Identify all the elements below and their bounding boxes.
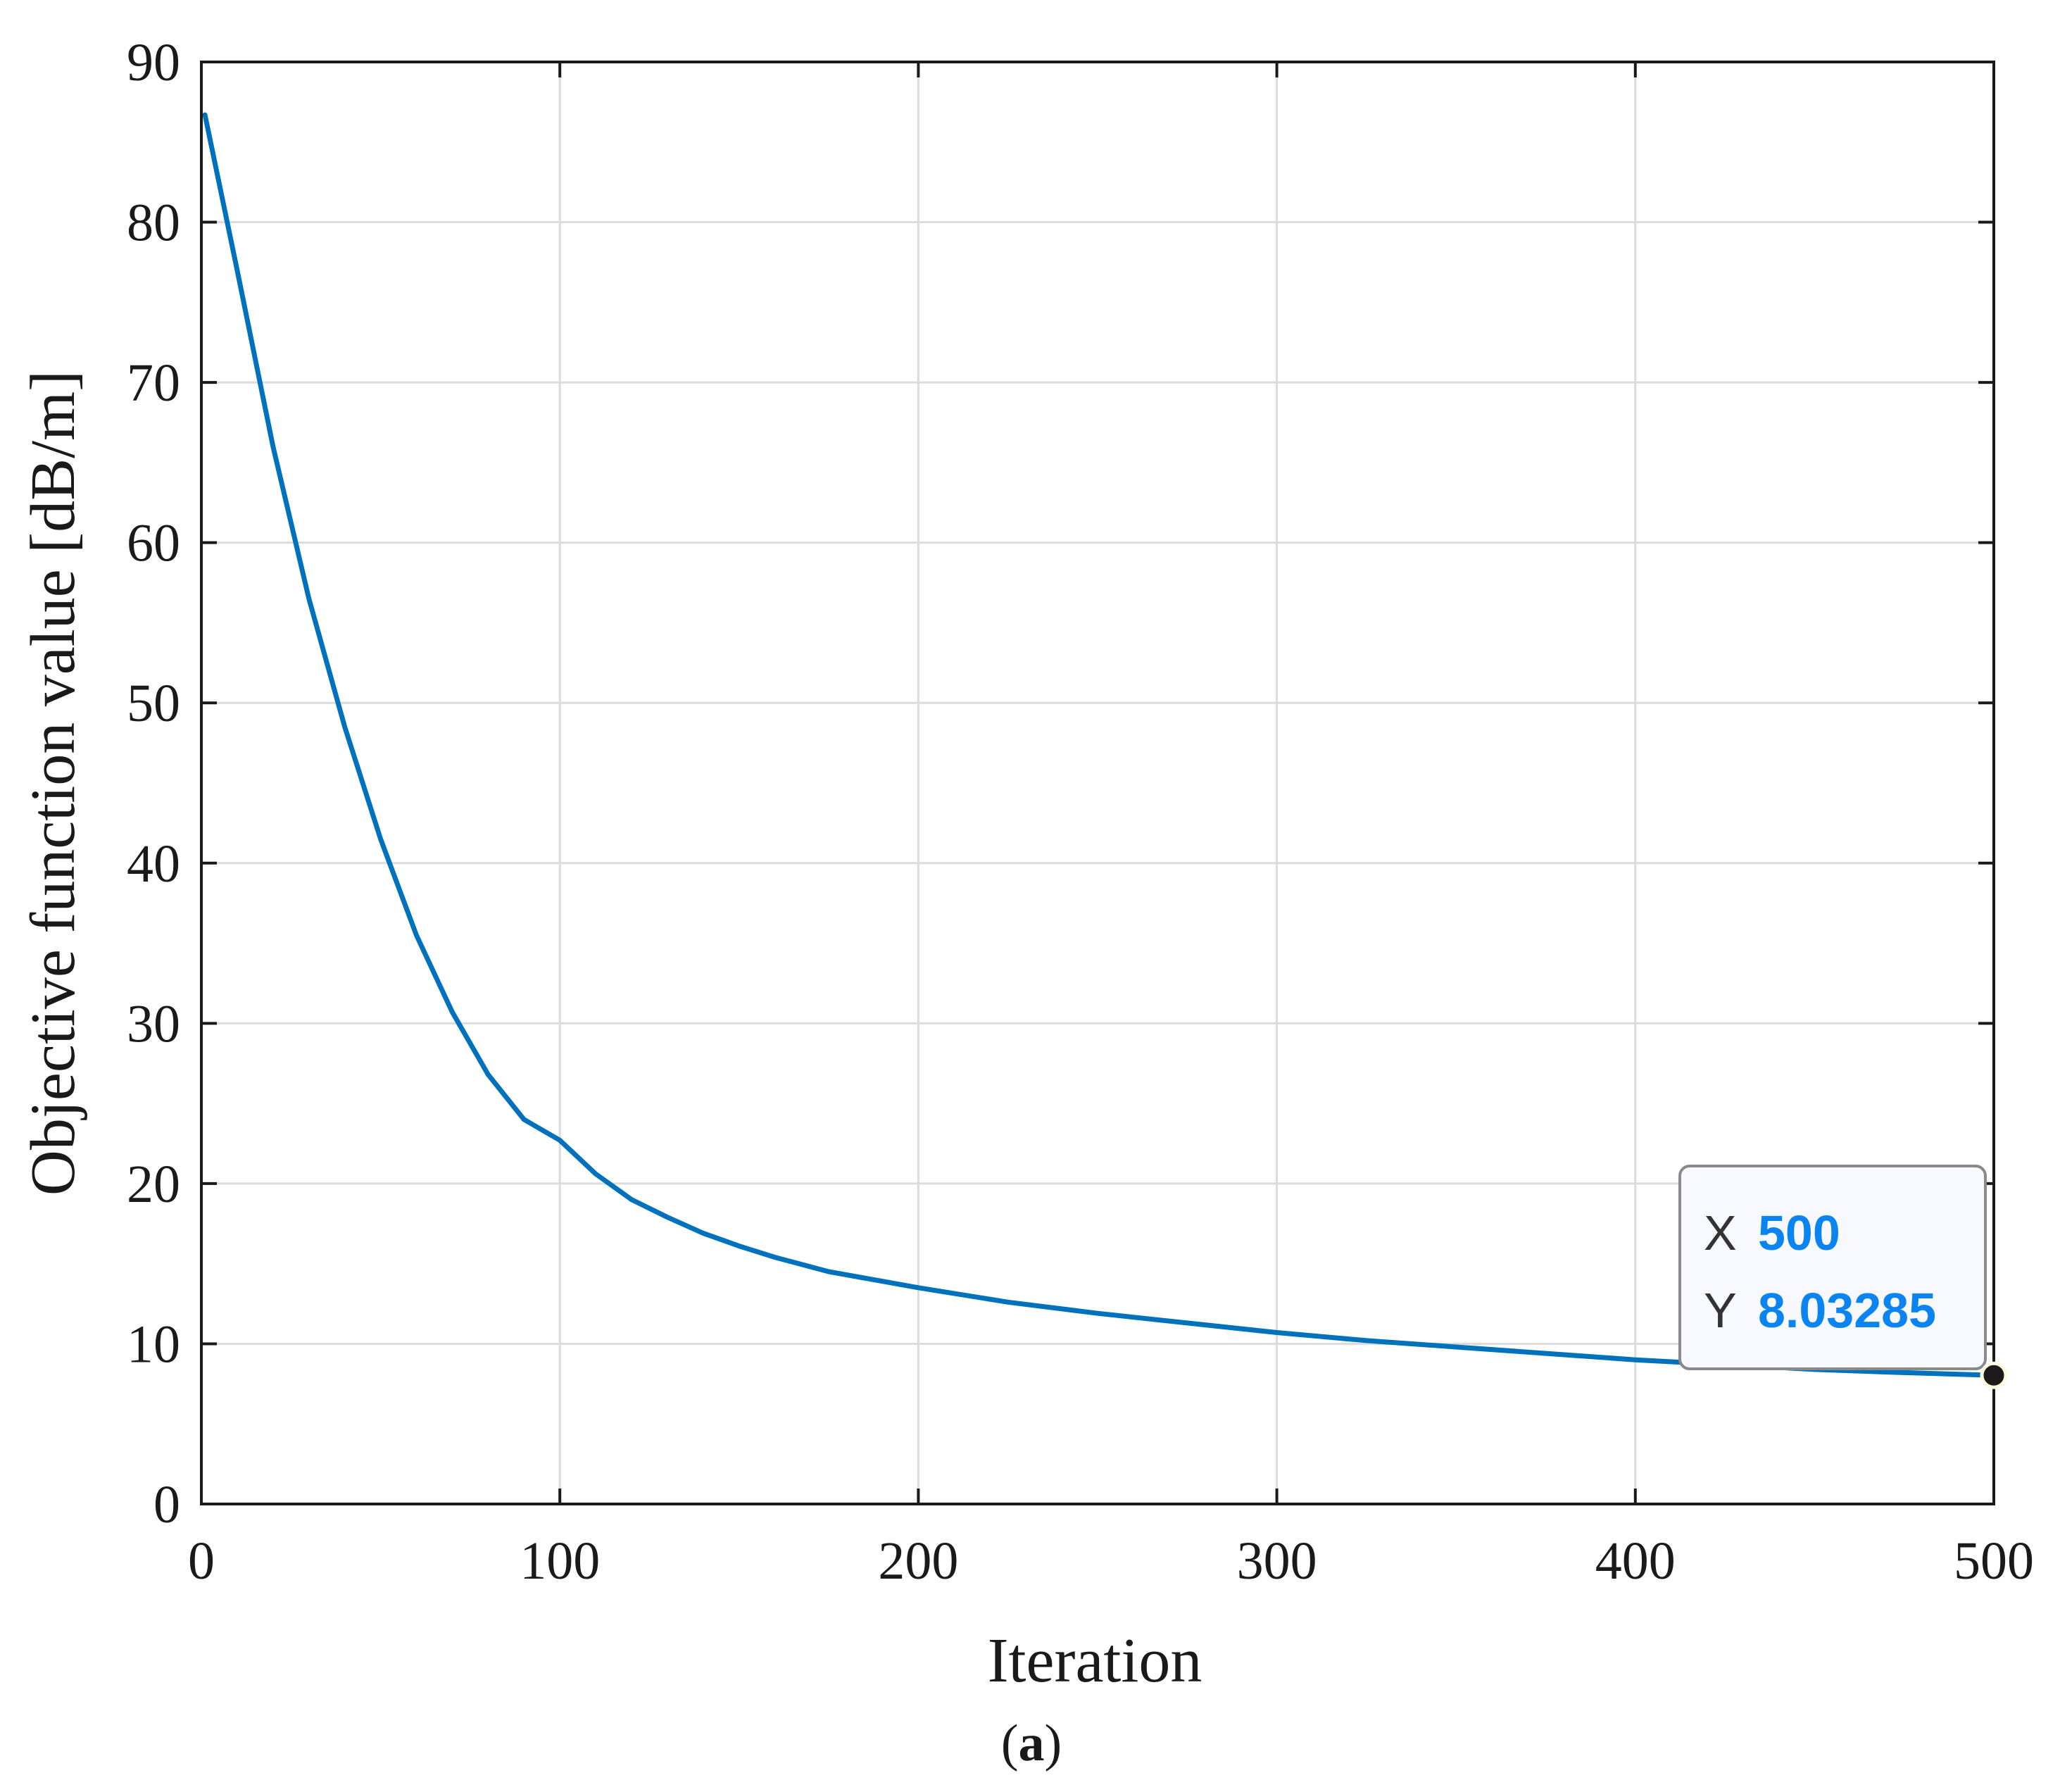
tick-labels: 0 100 200 300 400 500 0 10 20 30 40 50 60 70 80 90 — [127, 33, 2034, 1591]
y-tick-label: 10 — [127, 1315, 180, 1374]
datatip-box[interactable] — [1678, 1165, 1987, 1370]
datatip-y-value: 8.03285 — [1758, 1283, 1936, 1338]
y-tick-label: 20 — [127, 1155, 180, 1214]
y-tick-label: 70 — [127, 353, 180, 413]
datatip-marker[interactable] — [1980, 1361, 2008, 1389]
y-tick-label: 40 — [127, 834, 180, 894]
y-tick-label: 90 — [127, 33, 180, 92]
series-line — [202, 112, 1997, 1378]
y-axis-title: Objective function value [dB/m] — [18, 370, 88, 1196]
x-axis-title: Iteration — [988, 1626, 1202, 1696]
plot-frame — [200, 61, 1995, 1505]
datatip[interactable]: X 500 Y 8.03285 — [1678, 1165, 2008, 1389]
x-tick-label: 400 — [1595, 1531, 1676, 1591]
caption-close: ) — [1045, 1715, 1062, 1772]
x-tick-label: 100 — [520, 1531, 600, 1591]
x-tick-label: 300 — [1237, 1531, 1317, 1591]
caption-letter: a — [1019, 1715, 1045, 1772]
figure-caption: (a) — [1001, 1715, 1062, 1772]
caption-open: ( — [1001, 1715, 1019, 1772]
grid — [201, 62, 1994, 1504]
datatip-x-key: X — [1704, 1205, 1737, 1260]
x-tick-label: 200 — [878, 1531, 958, 1591]
x-tick-label: 500 — [1954, 1531, 2034, 1591]
y-tick-label: 50 — [127, 674, 180, 733]
y-tick-label: 60 — [127, 514, 180, 573]
datatip-y-key: Y — [1704, 1283, 1737, 1338]
y-tick-label: 30 — [127, 994, 180, 1053]
y-tick-label: 80 — [127, 194, 180, 253]
y-tick-label: 0 — [153, 1475, 180, 1534]
datatip-x-value: 500 — [1758, 1205, 1840, 1260]
x-tick-label: 0 — [188, 1531, 215, 1591]
